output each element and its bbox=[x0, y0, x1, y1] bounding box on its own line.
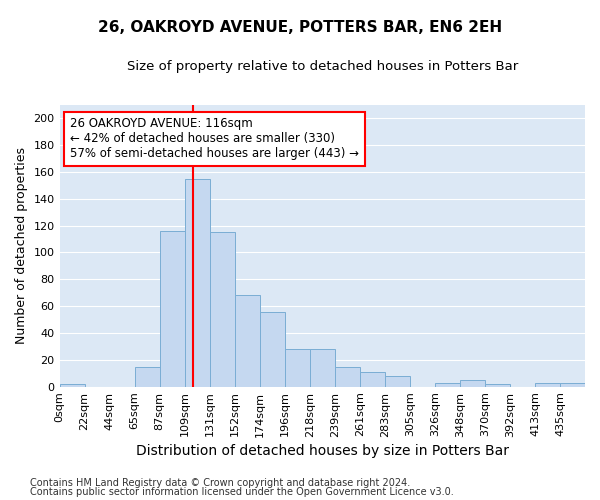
Y-axis label: Number of detached properties: Number of detached properties bbox=[15, 147, 28, 344]
Bar bbox=[535, 382, 560, 386]
X-axis label: Distribution of detached houses by size in Potters Bar: Distribution of detached houses by size … bbox=[136, 444, 509, 458]
Bar bbox=[360, 372, 385, 386]
Bar bbox=[59, 384, 85, 386]
Text: 26, OAKROYD AVENUE, POTTERS BAR, EN6 2EH: 26, OAKROYD AVENUE, POTTERS BAR, EN6 2EH bbox=[98, 20, 502, 35]
Bar bbox=[560, 382, 585, 386]
Bar bbox=[310, 349, 335, 387]
Bar bbox=[285, 349, 310, 387]
Text: 26 OAKROYD AVENUE: 116sqm
← 42% of detached houses are smaller (330)
57% of semi: 26 OAKROYD AVENUE: 116sqm ← 42% of detac… bbox=[70, 118, 359, 160]
Bar bbox=[435, 382, 460, 386]
Bar bbox=[160, 231, 185, 386]
Bar bbox=[485, 384, 510, 386]
Bar bbox=[460, 380, 485, 386]
Text: Contains public sector information licensed under the Open Government Licence v3: Contains public sector information licen… bbox=[30, 487, 454, 497]
Bar bbox=[260, 312, 285, 386]
Bar bbox=[385, 376, 410, 386]
Bar bbox=[134, 366, 160, 386]
Title: Size of property relative to detached houses in Potters Bar: Size of property relative to detached ho… bbox=[127, 60, 518, 73]
Bar bbox=[185, 178, 209, 386]
Bar bbox=[209, 232, 235, 386]
Bar bbox=[235, 296, 260, 386]
Bar bbox=[335, 366, 360, 386]
Text: Contains HM Land Registry data © Crown copyright and database right 2024.: Contains HM Land Registry data © Crown c… bbox=[30, 478, 410, 488]
